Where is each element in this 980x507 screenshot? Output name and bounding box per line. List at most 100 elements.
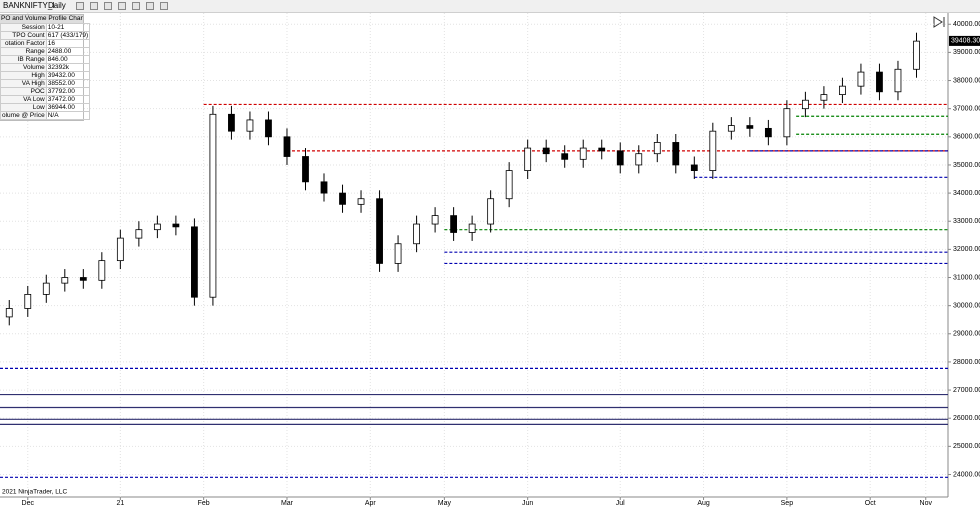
indicators-button[interactable]	[146, 2, 154, 10]
info-panel: PO and Volume Profile Chart (v4) Session…	[0, 14, 91, 121]
candle-body	[913, 40, 920, 70]
candle-body	[727, 125, 735, 132]
candle-body	[653, 142, 661, 155]
last-price-box	[949, 35, 980, 46]
info-row: POC 37792.00	[0, 87, 91, 96]
y-tick-label: 34000.00	[953, 190, 980, 197]
info-row: Volume 32392k	[0, 63, 91, 72]
candle-body	[431, 215, 439, 225]
info-key: POC	[0, 87, 47, 96]
candle-body	[79, 277, 87, 281]
candle-body	[376, 198, 383, 264]
info-value: 16	[45, 39, 91, 48]
candle-body	[302, 156, 309, 183]
scroll-end-icon[interactable]	[933, 16, 945, 28]
y-tick-label: 32000.00	[953, 246, 980, 253]
candle-body	[42, 282, 50, 295]
y-tick-label: 30000.00	[953, 302, 980, 309]
x-tick-label: Nov	[920, 500, 933, 507]
info-value: N/A	[45, 111, 91, 120]
candle-body	[801, 99, 809, 110]
candle-body	[505, 170, 513, 200]
info-value: 10-21	[45, 23, 91, 32]
bar-type-button[interactable]	[76, 2, 84, 10]
info-row: Range 2488.00	[0, 47, 91, 56]
candle-body	[98, 260, 106, 281]
y-tick-label: 33000.00	[953, 218, 980, 225]
y-tick-label: 38000.00	[953, 77, 980, 84]
info-key: Range	[0, 47, 47, 56]
y-tick-label: 40000.00	[953, 21, 980, 28]
candle-body	[579, 147, 587, 160]
properties-button[interactable]	[132, 2, 140, 10]
candle-body	[820, 94, 828, 101]
info-row: VA High 38552.00	[0, 79, 91, 88]
candle-body	[561, 153, 569, 160]
y-tick-label: 24000.00	[953, 471, 980, 478]
y-tick-label: 25000.00	[953, 443, 980, 450]
candle-body	[135, 229, 143, 239]
info-value: 37472.00	[45, 95, 91, 104]
x-tick-label: Dec	[22, 500, 35, 507]
x-tick-label: 21	[116, 500, 124, 507]
instrument-selector[interactable]: BANKNIFTY_I	[3, 1, 55, 10]
candle-body	[839, 85, 846, 96]
candle-body	[153, 223, 161, 231]
info-key: IB Range	[0, 55, 47, 64]
draw-button[interactable]	[90, 2, 98, 10]
candle-body	[635, 153, 643, 166]
y-tick-label: 28000.00	[953, 359, 980, 366]
interval-selector[interactable]: Daily	[48, 1, 66, 10]
info-value: 617 (433/179)	[45, 31, 91, 40]
candle-body	[283, 136, 291, 157]
candle-body	[5, 308, 13, 318]
info-key: Low	[0, 103, 47, 112]
candle-body	[357, 198, 365, 205]
candle-body	[746, 125, 754, 129]
info-key: VA Low	[0, 95, 47, 104]
x-tick-label: Oct	[865, 500, 876, 507]
strategies-button[interactable]	[160, 2, 168, 10]
info-row: High 39432.00	[0, 71, 91, 80]
candle-body	[450, 215, 458, 233]
info-key: High	[0, 71, 47, 80]
grid	[0, 13, 948, 497]
candle-body	[876, 71, 883, 93]
y-tick-label: 36000.00	[953, 134, 980, 141]
candle-body	[61, 277, 69, 284]
info-value: 32392k	[45, 63, 91, 72]
y-tick-label: 29000.00	[953, 331, 980, 338]
toolbar: BANKNIFTY_I Daily	[0, 0, 980, 13]
candle-body	[209, 113, 217, 298]
info-value: 36944.00	[45, 103, 91, 112]
candle-body	[598, 147, 606, 152]
candle-body	[690, 164, 698, 171]
info-key: VA High	[0, 79, 47, 88]
info-row: TPO Count 617 (433/179)	[0, 31, 91, 40]
info-value: 39432.00	[45, 71, 91, 80]
info-key: TPO Count	[0, 31, 47, 40]
candle-body	[783, 108, 791, 138]
x-tick-label: Aug	[697, 500, 710, 507]
candle-body	[709, 130, 717, 171]
candle-body	[487, 198, 495, 225]
candle-body	[116, 237, 124, 262]
candle-body	[265, 119, 272, 138]
zoom-button[interactable]	[118, 2, 126, 10]
candle-body	[764, 127, 772, 138]
info-value: 38552.00	[45, 79, 91, 88]
info-key: otation Factor	[0, 39, 47, 48]
cursor-button[interactable]	[104, 2, 112, 10]
info-key: olume @ Price	[0, 111, 47, 120]
info-row: VA Low 37472.00	[0, 95, 91, 104]
candle-body	[191, 226, 198, 298]
x-tick-label: Jul	[616, 500, 625, 507]
info-value: 37792.00	[45, 87, 91, 96]
info-title: PO and Volume Profile Chart (v4)	[0, 15, 83, 23]
candle-body	[172, 223, 180, 228]
candle-body	[24, 293, 32, 309]
info-value: 846.00	[45, 55, 91, 64]
candle-body	[894, 68, 902, 93]
